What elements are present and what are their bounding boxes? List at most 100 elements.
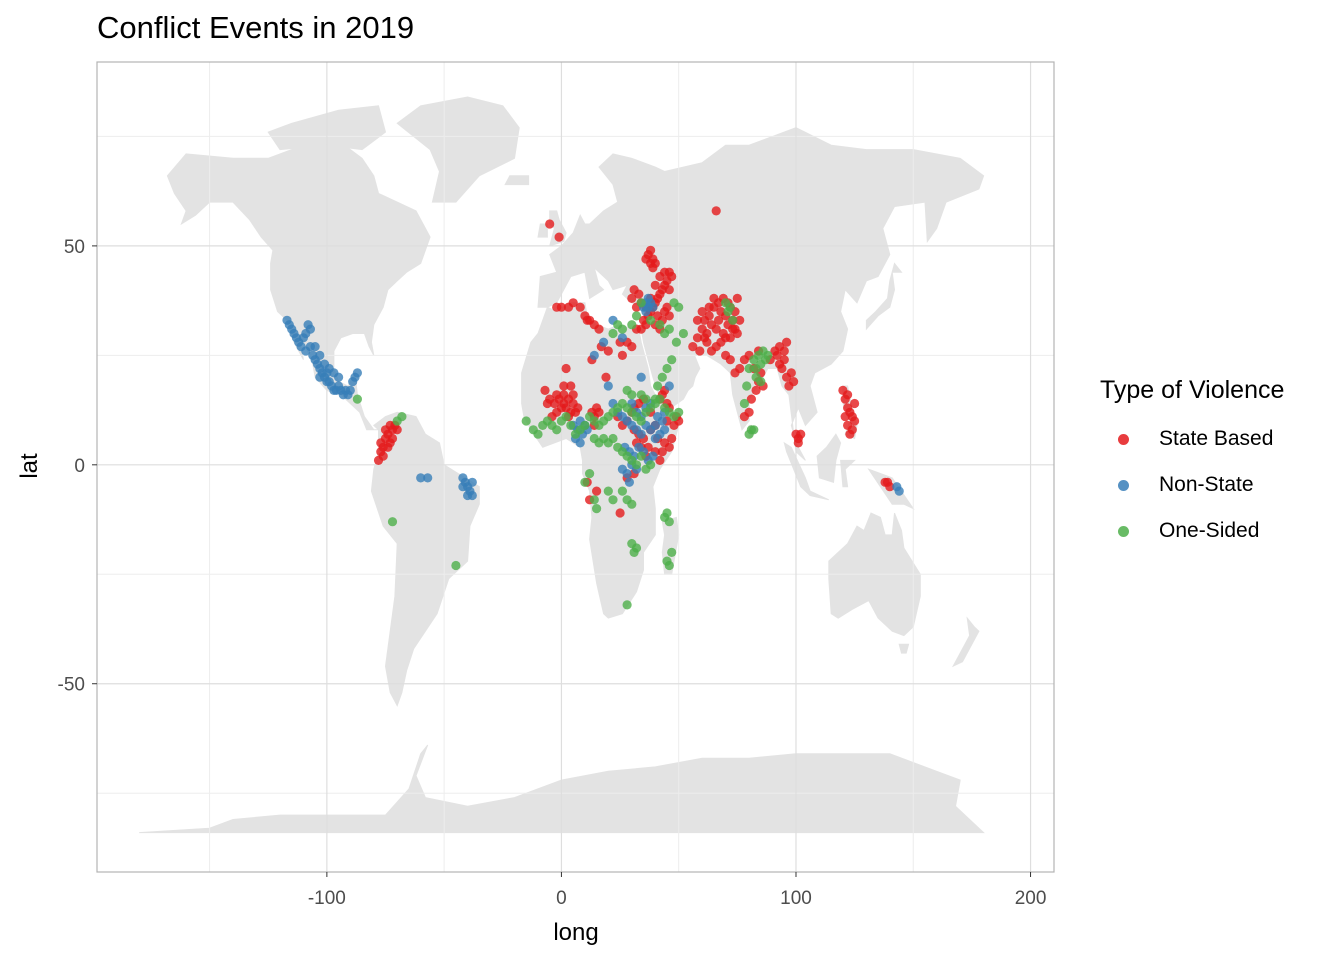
land-south-america xyxy=(370,411,480,707)
data-point xyxy=(674,302,684,312)
data-point xyxy=(568,390,578,400)
data-point xyxy=(706,346,717,356)
data-point xyxy=(674,407,684,417)
data-point xyxy=(786,368,796,378)
data-point xyxy=(334,372,344,382)
data-point xyxy=(850,416,860,426)
data-point xyxy=(603,486,613,496)
data-point xyxy=(714,315,724,325)
data-point xyxy=(552,425,562,435)
data-point xyxy=(678,328,689,339)
panel-frame xyxy=(96,61,1055,873)
data-point xyxy=(636,451,646,461)
legend-label-non-state: Non-State xyxy=(1159,473,1254,496)
data-point xyxy=(387,433,398,444)
data-point xyxy=(650,420,660,430)
data-point xyxy=(664,285,674,295)
data-point xyxy=(664,324,674,334)
legend-item-non-state: Non-State xyxy=(1100,462,1284,508)
data-point xyxy=(540,385,550,395)
data-point xyxy=(655,320,665,330)
data-point xyxy=(592,504,602,514)
data-point xyxy=(664,381,674,391)
data-point xyxy=(573,403,583,413)
legend-item-one-sided: One-Sided xyxy=(1100,508,1284,554)
data-point xyxy=(594,324,604,334)
data-point xyxy=(850,398,860,409)
data-point xyxy=(657,372,667,382)
data-point xyxy=(704,311,714,321)
land-tasmania xyxy=(898,643,910,654)
data-point xyxy=(352,394,362,404)
data-point xyxy=(301,346,311,356)
data-point xyxy=(458,482,468,492)
data-point xyxy=(735,363,745,374)
data-point xyxy=(711,206,721,216)
data-point xyxy=(763,350,773,360)
data-point xyxy=(840,412,850,422)
data-point xyxy=(636,390,646,400)
data-point xyxy=(744,363,754,374)
data-point xyxy=(692,315,703,325)
data-point xyxy=(582,315,592,325)
grid-lines xyxy=(97,62,1054,872)
data-point xyxy=(749,425,759,435)
chart-title: Conflict Events in 2019 xyxy=(97,10,415,45)
data-point xyxy=(648,451,658,461)
data-point xyxy=(843,390,853,400)
data-point xyxy=(627,320,637,330)
data-point xyxy=(594,407,604,417)
data-point xyxy=(568,298,578,308)
x-tick-label: -100 xyxy=(308,888,346,909)
data-point xyxy=(552,390,562,400)
data-point xyxy=(728,315,738,325)
x-tick-label: 0 xyxy=(556,888,567,909)
x-axis-title: long xyxy=(553,919,598,946)
data-point xyxy=(646,245,656,255)
data-point xyxy=(575,302,585,312)
data-point xyxy=(622,600,632,610)
data-point xyxy=(636,429,646,439)
data-point xyxy=(617,333,628,343)
data-point xyxy=(843,420,853,430)
data-point xyxy=(533,429,543,439)
data-point xyxy=(697,307,707,317)
data-point xyxy=(660,425,670,435)
data-point xyxy=(542,398,553,409)
data-point xyxy=(416,473,426,483)
data-point xyxy=(631,460,642,470)
data-point xyxy=(545,219,555,229)
y-tick-label: 50 xyxy=(64,237,85,258)
data-point xyxy=(631,543,642,553)
data-point xyxy=(624,477,635,487)
legend-label-one-sided: One-Sided xyxy=(1159,519,1260,542)
data-point xyxy=(732,293,742,303)
data-point xyxy=(746,394,757,404)
data-point xyxy=(751,385,761,395)
legend: Type of Violence State Based Non-State O… xyxy=(1100,376,1284,554)
data-point xyxy=(650,280,660,290)
data-point xyxy=(580,420,590,430)
data-point xyxy=(711,324,721,334)
data-point xyxy=(561,412,571,422)
data-point xyxy=(699,333,710,343)
data-point xyxy=(732,328,742,339)
land-borneo xyxy=(816,433,842,483)
data-point xyxy=(667,433,677,444)
data-point xyxy=(322,368,332,378)
data-point xyxy=(622,385,632,395)
land-iceland xyxy=(504,175,530,186)
data-point xyxy=(580,477,590,487)
data-point xyxy=(657,447,667,457)
data-point xyxy=(467,477,477,487)
data-point xyxy=(796,429,806,439)
data-point xyxy=(392,425,402,435)
data-point xyxy=(592,486,602,496)
data-point xyxy=(451,560,461,571)
y-tick-label: 0 xyxy=(74,456,85,477)
data-point xyxy=(638,315,649,325)
data-point xyxy=(589,495,599,505)
legend-key-non-state xyxy=(1118,479,1129,491)
land-greenland xyxy=(396,96,520,203)
data-point xyxy=(646,258,656,268)
